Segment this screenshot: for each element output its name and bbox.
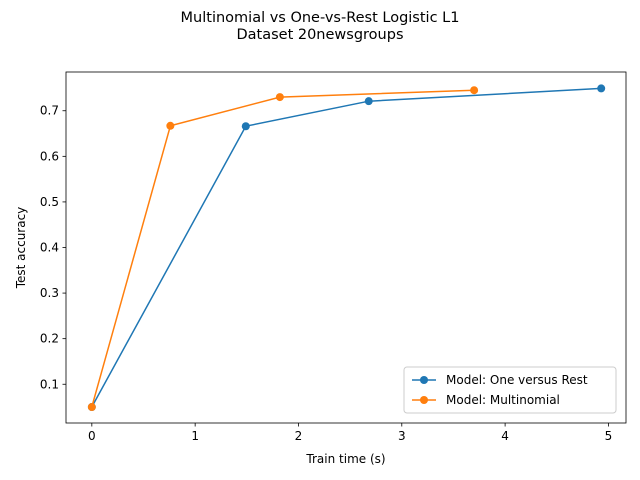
x-tick-label: 5: [605, 429, 613, 443]
data-point: [275, 93, 284, 102]
chart-title-line: Dataset 20newsgroups: [236, 27, 403, 43]
series-line-0: [91, 87, 602, 408]
data-point: [597, 84, 606, 93]
series-line-1: [91, 89, 475, 408]
plot-area: [87, 84, 606, 412]
x-tick-label: 4: [501, 429, 509, 443]
chart-axes: 0 1 2 3 4 5 0.1 0.2 0.3 0.4 0.5 0.6 0.7 Train time (s…: [14, 71, 627, 466]
y-tick-label: 0.1: [40, 377, 59, 391]
legend-marker: [420, 376, 428, 384]
legend-label: Model: One versus Rest: [446, 373, 588, 387]
x-tick-label: 1: [191, 429, 199, 443]
data-point: [166, 121, 175, 130]
y-tick-label: 0.4: [40, 241, 59, 255]
legend: Model: One versus Rest Model: Multinomial: [403, 366, 617, 414]
y-tick-label: 0.7: [40, 104, 59, 118]
x-axis-label: Train time (s): [305, 452, 385, 466]
data-point: [87, 403, 96, 412]
x-tick-label: 0: [88, 429, 96, 443]
legend-marker: [420, 396, 428, 404]
legend-label: Model: Multinomial: [446, 393, 560, 407]
data-point: [470, 86, 479, 95]
y-tick-label: 0.2: [40, 332, 59, 346]
x-tick-label: 2: [295, 429, 303, 443]
x-tick-label: 3: [398, 429, 406, 443]
y-tick-label: 0.5: [40, 195, 59, 209]
chart-title: Multinomial vs One-vs-Rest Logistic L1Da…: [181, 10, 460, 43]
y-tick-label: 0.6: [40, 149, 59, 163]
data-point: [241, 122, 250, 131]
chart-title-line: Multinomial vs One-vs-Rest Logistic L1: [181, 10, 460, 26]
y-tick-label: 0.3: [40, 286, 59, 300]
y-axis-label: Test accuracy: [14, 207, 28, 290]
legend-box: [403, 366, 617, 414]
data-point: [364, 97, 373, 106]
